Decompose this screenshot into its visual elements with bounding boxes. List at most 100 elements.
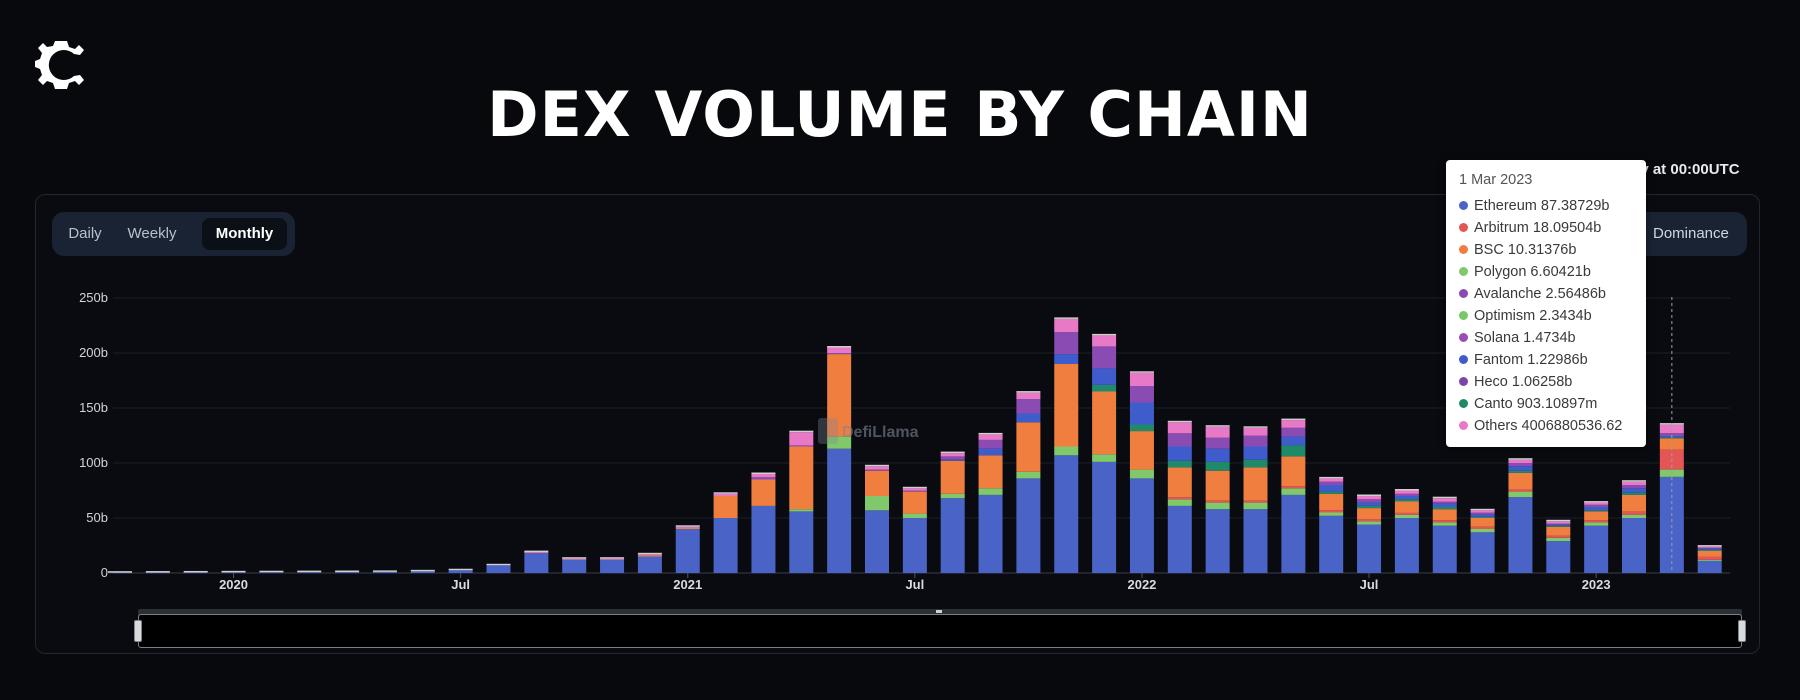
bar-top-cap	[902, 486, 927, 489]
tooltip-row-canto: Canto 903.10897m	[1459, 393, 1636, 415]
range-slider-window[interactable]	[138, 614, 1742, 648]
bar-stack[interactable]	[600, 557, 625, 573]
bar-stack[interactable]	[1546, 519, 1571, 573]
bar-stack[interactable]	[448, 568, 473, 573]
bar-segment-fantom	[978, 448, 1003, 456]
bar-segment-bsc	[827, 354, 852, 437]
bar-top-cap	[1205, 425, 1230, 427]
dominance-button[interactable]: Dominance	[1640, 212, 1747, 256]
bar-segment-others	[1054, 318, 1079, 333]
bar-segment-ethereum	[1357, 524, 1382, 573]
bar-stack[interactable]	[1167, 420, 1192, 573]
tooltip-row-heco: Heco 1.06258b	[1459, 371, 1636, 393]
bar-stack[interactable]	[1584, 501, 1609, 573]
bar-stack[interactable]	[1394, 489, 1419, 573]
bar-segment-avalanche	[1167, 433, 1192, 447]
watermark-text: DefiLlama	[842, 424, 919, 441]
bar-stack[interactable]	[789, 430, 814, 573]
bar-stack[interactable]	[486, 563, 511, 573]
range-slider-grip[interactable]	[936, 610, 942, 613]
bar-stack[interactable]	[1205, 425, 1230, 573]
bar-stack[interactable]	[108, 571, 132, 574]
bar-segment-ethereum	[827, 448, 852, 573]
bar-top-cap	[108, 571, 132, 573]
bar-segment-fantom	[1622, 488, 1646, 493]
bar-segment-bsc	[1319, 493, 1344, 511]
bar-segment-bsc	[789, 446, 814, 510]
bar-stack[interactable]	[1697, 545, 1722, 573]
bar-stack[interactable]	[335, 570, 360, 573]
bar-stack[interactable]	[1357, 494, 1382, 574]
bar-segment-bsc	[637, 555, 662, 557]
period-daily-button[interactable]: Daily	[68, 225, 102, 242]
bar-stack[interactable]	[865, 464, 889, 573]
period-monthly-button[interactable]: Monthly	[202, 218, 287, 250]
bar-stack[interactable]	[145, 571, 170, 574]
bar-top-cap	[1281, 418, 1306, 421]
x-tick-label: 2023	[1582, 577, 1611, 592]
bar-stack[interactable]	[1129, 371, 1154, 573]
bar-segment-ethereum	[940, 498, 965, 573]
bar-stack[interactable]	[1319, 476, 1344, 573]
bar-stack[interactable]	[637, 552, 662, 573]
bar-segment-arbitrum	[1394, 512, 1419, 515]
bar-stack[interactable]	[183, 570, 208, 574]
bar-stack[interactable]	[1432, 496, 1457, 573]
bar-stack[interactable]	[1622, 480, 1646, 573]
range-slider-track[interactable]	[138, 609, 1742, 617]
bar-segment-bsc	[1016, 422, 1041, 472]
bar-segment-ethereum	[221, 572, 246, 573]
bar-segment-polygon	[1205, 502, 1230, 510]
tooltip-series-name: Others	[1474, 418, 1518, 434]
bar-stack[interactable]	[221, 570, 246, 573]
bar-stack[interactable]	[562, 557, 587, 573]
bar-stack[interactable]	[1054, 317, 1079, 573]
bar-top-cap	[183, 570, 208, 573]
bar-segment-arbitrum	[1697, 556, 1722, 560]
bar-stack[interactable]	[1470, 508, 1495, 573]
bar-segment-canto	[1319, 491, 1344, 494]
bar-segment-canto	[1470, 516, 1495, 518]
bar-segment-ethereum	[1281, 494, 1306, 573]
bar-stack[interactable]	[751, 472, 776, 574]
range-slider-right-handle[interactable]	[1738, 620, 1746, 642]
bar-stack[interactable]	[827, 346, 852, 573]
bar-stack[interactable]	[1016, 391, 1041, 573]
bar-segment-ethereum	[486, 565, 511, 573]
bar-segment-fantom	[1243, 446, 1268, 460]
bar-stack[interactable]	[1281, 418, 1306, 573]
bar-stack[interactable]	[372, 570, 397, 573]
bar-stack[interactable]	[675, 525, 700, 573]
bar-segment-avalanche	[827, 353, 852, 355]
bar-segment-bsc	[1622, 494, 1646, 512]
bar-top-cap	[827, 346, 852, 348]
bar-stack[interactable]	[1243, 426, 1268, 573]
range-slider-left-handle[interactable]	[134, 620, 142, 642]
bar-segment-avalanche	[1394, 493, 1419, 496]
bar-stack[interactable]	[902, 486, 927, 573]
bar-stack[interactable]	[1092, 333, 1117, 573]
bar-stack[interactable]	[297, 570, 322, 573]
bar-segment-ethereum	[1470, 532, 1495, 573]
bar-stack[interactable]	[1508, 458, 1533, 573]
bar-segment-avalanche	[1432, 501, 1457, 504]
bar-segment-avalanche	[1357, 499, 1382, 503]
bar-stack[interactable]	[259, 570, 284, 573]
bar-segment-polygon	[789, 509, 814, 512]
bar-segment-canto	[1394, 499, 1419, 502]
bar-top-cap	[1584, 501, 1609, 503]
bar-stack[interactable]	[713, 492, 738, 573]
bar-stack[interactable]	[524, 550, 549, 573]
bar-stack[interactable]	[410, 569, 435, 573]
bar-stack[interactable]	[1659, 423, 1684, 573]
bar-segment-canto	[1432, 507, 1457, 510]
y-tick-label: 50b	[86, 510, 108, 525]
bar-segment-canto	[1508, 470, 1533, 473]
bar-stack[interactable]	[978, 432, 1003, 573]
bar-segment-canto	[1357, 505, 1382, 509]
bar-segment-others	[1205, 426, 1230, 438]
period-weekly-button[interactable]: Weekly	[127, 225, 177, 242]
bar-segment-others	[978, 434, 1003, 440]
bar-stack[interactable]	[940, 451, 965, 573]
bar-segment-avalanche	[1319, 481, 1344, 485]
